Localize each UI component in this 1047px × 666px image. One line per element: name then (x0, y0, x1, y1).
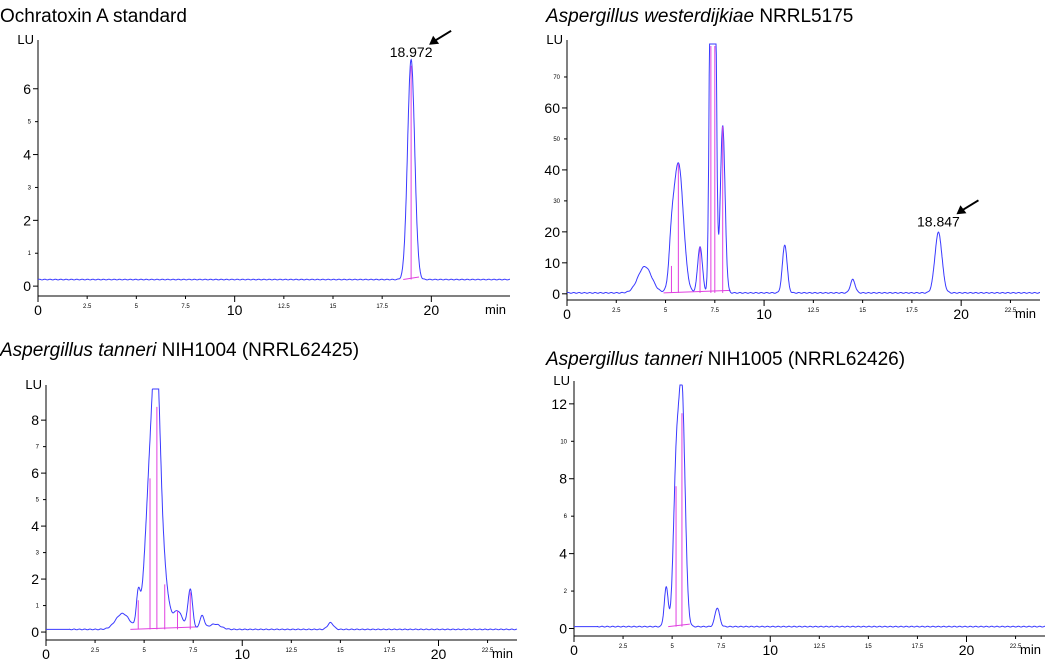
y-tick-label: 4 (559, 546, 567, 562)
y-minor-tick-label: 2 (564, 589, 568, 595)
x-axis-unit-label: min (1020, 642, 1041, 657)
x-minor-tick-label: 22.5 (1010, 644, 1022, 650)
x-tick-label: 20 (959, 642, 975, 658)
y-tick-label: 0 (559, 621, 567, 637)
x-tick-label: 10 (762, 642, 778, 658)
y-minor-tick-label: 10 (560, 439, 567, 445)
x-minor-tick-label: 15 (865, 644, 872, 650)
y-tick-label: 8 (559, 471, 567, 487)
x-minor-tick-label: 12.5 (813, 644, 825, 650)
x-minor-tick-label: 17.5 (912, 644, 924, 650)
x-minor-tick-label: 2.5 (619, 644, 628, 650)
chromatogram-trace (574, 385, 1045, 627)
y-tick-label: 12 (551, 396, 567, 412)
x-minor-tick-label: 5 (670, 644, 674, 650)
y-minor-tick-label: 6 (564, 514, 568, 520)
integration-baseline (668, 624, 690, 626)
y-axis-unit-label: LU (553, 373, 570, 388)
x-tick-label: 0 (570, 642, 578, 658)
x-minor-tick-label: 7.5 (717, 644, 726, 650)
